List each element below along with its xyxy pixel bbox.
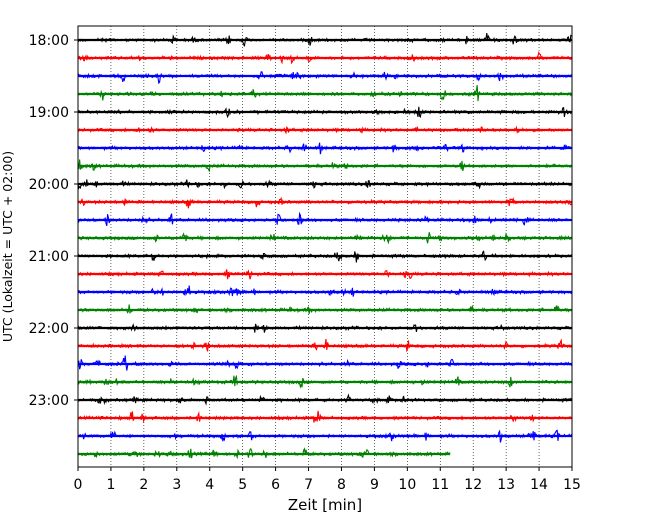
plot-frame (77, 25, 573, 468)
x-tick-label: 6 (271, 477, 280, 493)
x-tick-label: 0 (74, 477, 83, 493)
x-tick-label: 12 (464, 477, 482, 493)
x-tick-label: 4 (205, 477, 214, 493)
y-tick-label: 21:00 (29, 249, 69, 265)
y-tick-label: 22:00 (29, 321, 69, 337)
x-tick-label: 7 (304, 477, 313, 493)
y-tick-label: 23:00 (29, 393, 69, 409)
x-tick-label: 14 (530, 477, 548, 493)
x-tick-label: 15 (563, 477, 581, 493)
y-axis: 18:00 19:00 20:00 21:00 22:00 23:00 (29, 33, 78, 409)
y-axis-label: UTC (Lokalzeit = UTC + 02:00) (0, 151, 15, 342)
x-tick-label: 2 (139, 477, 148, 493)
x-tick-label: 13 (497, 477, 515, 493)
y-tick-label: 20:00 (29, 177, 69, 193)
x-tick-label: 8 (337, 477, 346, 493)
x-axis: 0 1 2 3 4 5 6 7 8 9 10 11 12 13 14 15 (74, 467, 581, 493)
x-tick-label: 3 (172, 477, 181, 493)
y-tick-label: 18:00 (29, 33, 69, 49)
x-axis-label: Zeit [min] (288, 496, 362, 514)
y-tick-label: 19:00 (29, 105, 69, 121)
x-tick-label: 1 (106, 477, 115, 493)
x-tick-label: 11 (431, 477, 449, 493)
x-tick-label: 10 (398, 477, 416, 493)
x-tick-label: 9 (370, 477, 379, 493)
x-tick-label: 5 (238, 477, 247, 493)
trace-group (77, 33, 573, 460)
